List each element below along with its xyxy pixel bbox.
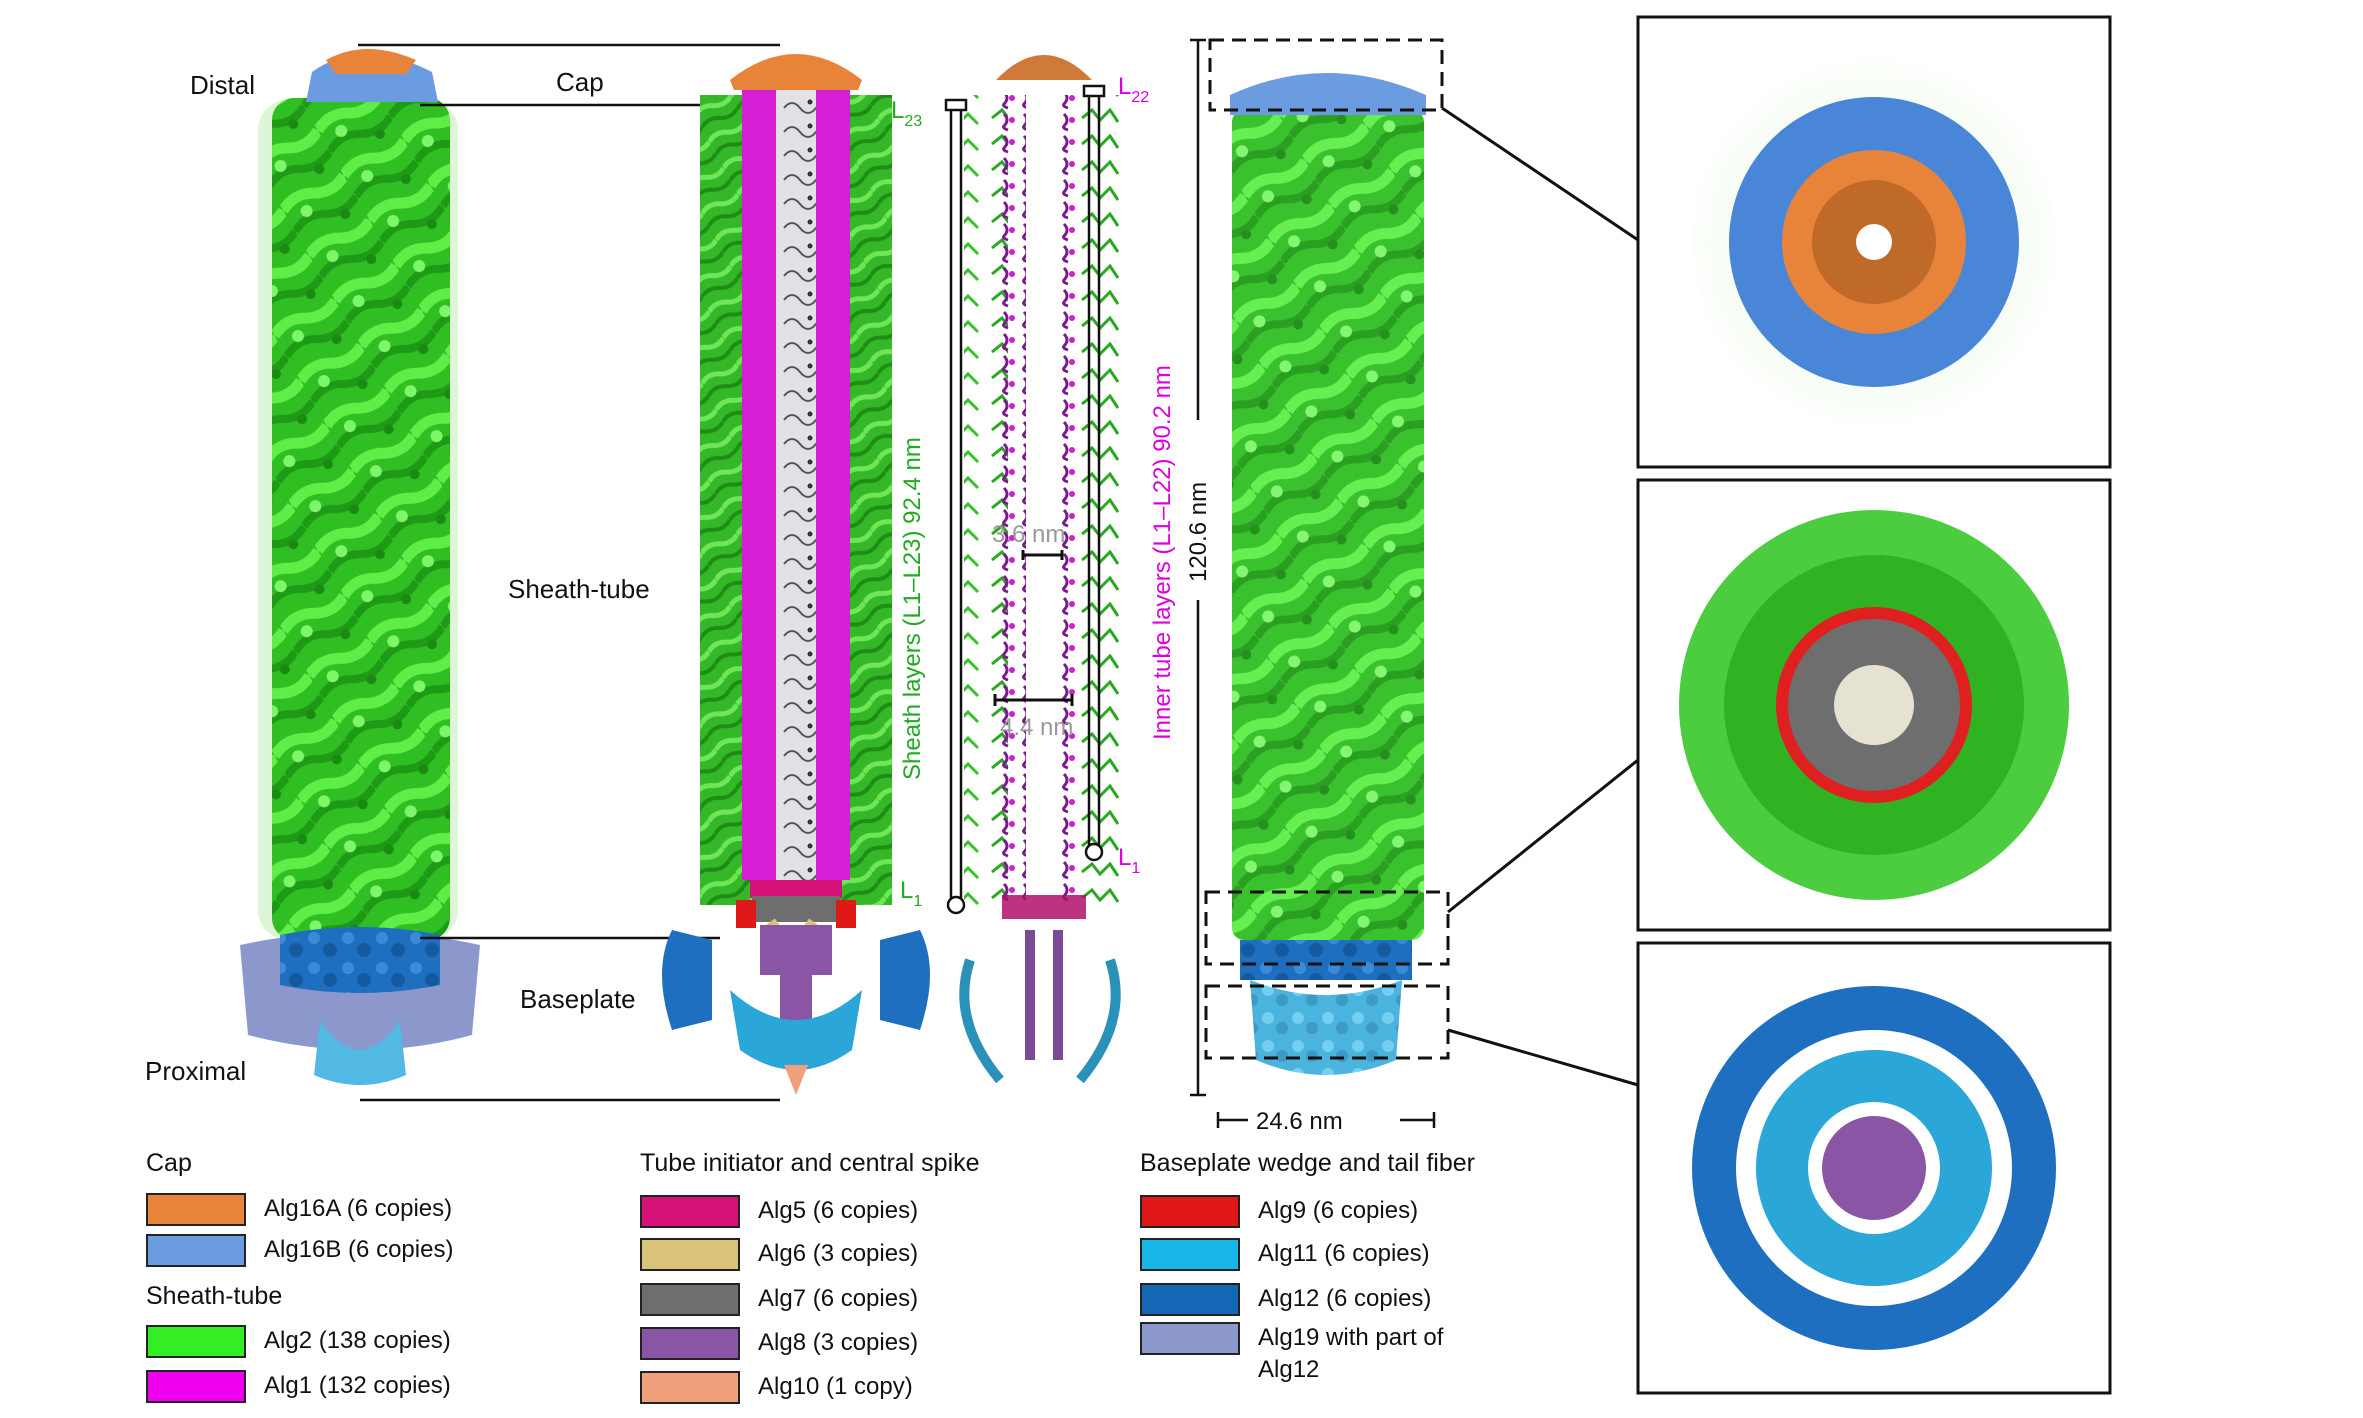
legend-item: Alg19 with part of Alg12 [1140, 1322, 1443, 1386]
legend-item: Alg6 (3 copies) [640, 1238, 918, 1271]
legend-item: Alg2 (138 copies) [146, 1325, 451, 1358]
l22-label: L22 [1118, 73, 1149, 106]
legend-label: Alg12 (6 copies) [1258, 1285, 1432, 1312]
legend-swatch [1140, 1322, 1240, 1355]
legend-swatch [146, 1325, 246, 1358]
l1-right-label: L1 [1118, 844, 1140, 877]
distal-label: Distal [190, 70, 255, 100]
legend-item: Alg8 (3 copies) [640, 1327, 918, 1360]
baseplate-label: Baseplate [520, 984, 636, 1014]
sheath-tube-label: Sheath-tube [508, 574, 650, 604]
legend-swatch [146, 1234, 246, 1267]
sheath-layers-label: Sheath layers (L1–L23) 92.4 nm [899, 437, 926, 780]
atomic-model-panel [1230, 73, 1426, 1075]
inner-tube-layers-label: Inner tube layers (L1–L22) 90.2 nm [1149, 365, 1176, 740]
inner-tube-lumen [776, 80, 816, 880]
legend-item: Alg1 (132 copies) [146, 1370, 451, 1403]
legend-swatch [640, 1238, 740, 1271]
width-label: 24.6 nm [1256, 1108, 1343, 1135]
legend-label: Alg1 (132 copies) [264, 1372, 451, 1399]
legend-swatch [146, 1193, 246, 1226]
spacing-markers [993, 550, 1074, 706]
sheath-surface [272, 98, 450, 940]
surface-map-panel [240, 49, 480, 1085]
legend-swatch [640, 1371, 740, 1404]
legend-label: Alg10 (1 copy) [758, 1373, 913, 1400]
legend-swatch [1140, 1238, 1240, 1271]
legend-item: Alg5 (6 copies) [640, 1195, 918, 1228]
zoom-connectors [1441, 106, 1639, 1087]
inset-baseplate-cross-section [1636, 941, 2112, 1395]
legend-title-tube-initiator: Tube initiator and central spike [640, 1149, 980, 1177]
legend-item: Alg12 (6 copies) [1140, 1283, 1431, 1316]
legend-swatch [640, 1283, 740, 1316]
cutaway-panel [662, 54, 930, 1095]
legend-item: Alg16B (6 copies) [146, 1234, 453, 1267]
legend-item: Alg9 (6 copies) [1140, 1195, 1418, 1228]
spacing-label-1: 3.6 nm [992, 521, 1065, 548]
width-measure [1216, 1112, 1436, 1128]
legend-item: Alg16A (6 copies) [146, 1193, 452, 1226]
zoom-boxes [1204, 38, 1450, 1060]
legend-label: Alg19 with part of Alg12 [1258, 1324, 1444, 1383]
legend-label: Alg5 (6 copies) [758, 1197, 919, 1224]
legend-label: Alg2 (138 copies) [264, 1327, 451, 1354]
legend-title-sheath-tube: Sheath-tube [146, 1282, 283, 1310]
l23-label: L23 [891, 97, 922, 130]
inset-sheath-cross-section [1636, 478, 2112, 932]
inset-cap-top-view [1636, 15, 2112, 469]
legend-label: Alg8 (3 copies) [758, 1329, 919, 1356]
sheath-measure-bar [944, 98, 968, 915]
legend-swatch [1140, 1195, 1240, 1228]
legend-label: Alg11 (6 copies) [1258, 1240, 1430, 1267]
legend-swatch [640, 1195, 740, 1228]
legend-label: Alg9 (6 copies) [1258, 1197, 1419, 1224]
height-measure [1190, 38, 1206, 1097]
legend-swatch [1140, 1283, 1240, 1316]
legend-label: Alg6 (3 copies) [758, 1240, 919, 1267]
legend-swatch [640, 1327, 740, 1360]
legend-item: Alg11 (6 copies) [1140, 1238, 1430, 1271]
legend-title-baseplate-wedge: Baseplate wedge and tail fiber [1140, 1149, 1475, 1177]
proximal-label: Proximal [145, 1056, 246, 1086]
legend-swatch [146, 1370, 246, 1403]
tube-measure-bar [1082, 84, 1106, 862]
legend-label: Alg16B (6 copies) [264, 1236, 454, 1263]
section-panel [959, 55, 1124, 1084]
legend-item: Alg10 (1 copy) [640, 1371, 913, 1404]
legend-label: Alg16A (6 copies) [264, 1195, 453, 1222]
legend-label: Alg7 (6 copies) [758, 1285, 919, 1312]
l1-left-label: L1 [900, 877, 922, 910]
height-label: 120.6 nm [1185, 482, 1212, 582]
spacing-label-2: 4.4 nm [1000, 714, 1073, 741]
cap-label: Cap [556, 67, 604, 97]
legend-item: Alg7 (6 copies) [640, 1283, 918, 1316]
legend-title-cap: Cap [146, 1149, 192, 1177]
